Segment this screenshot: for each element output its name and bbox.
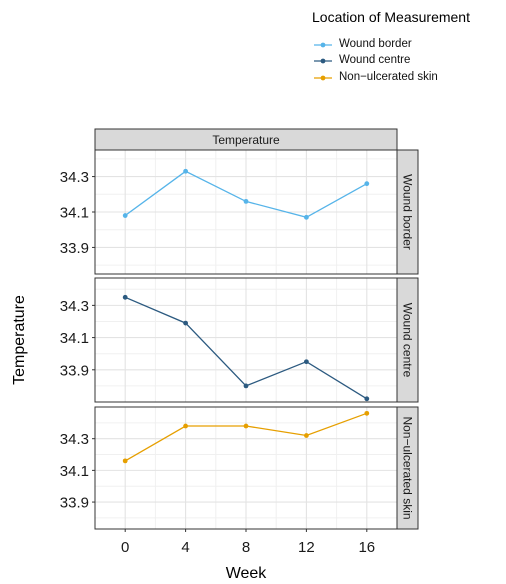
legend-swatch-non-ulcerated-skin <box>314 75 332 81</box>
legend-swatch-wound-border <box>314 42 332 48</box>
facet-strip-label-wound-centre: Wound centre <box>401 303 415 378</box>
legend-label-wound-centre: Wound centre <box>339 54 411 66</box>
data-point-wound-centre <box>364 396 370 402</box>
data-point-wound-border <box>364 181 370 187</box>
data-point-wound-centre <box>243 383 249 389</box>
y-tick-label: 34.1 <box>60 205 89 222</box>
facet-strip-wound-centre <box>396 277 419 403</box>
y-tick-label: 34.3 <box>60 169 89 186</box>
facet-strip-non-ulcerated-skin <box>396 406 419 530</box>
facet-strip-label-wound-border: Wound border <box>401 174 415 250</box>
y-tick-label: 33.9 <box>60 362 89 379</box>
y-tick-label: 33.9 <box>60 495 89 512</box>
legend-label-non-ulcerated-skin: Non−ulcerated skin <box>339 71 438 83</box>
data-point-wound-border <box>243 198 249 204</box>
data-point-non-ulcerated-skin <box>243 423 249 429</box>
x-tick-label: 4 <box>181 539 189 556</box>
data-point-non-ulcerated-skin <box>122 458 128 464</box>
y-tick-label: 34.1 <box>60 330 89 347</box>
data-point-wound-centre <box>183 320 189 326</box>
x-tick-label: 8 <box>242 539 250 556</box>
y-tick-label: 34.1 <box>60 463 89 480</box>
y-tick-label: 34.3 <box>60 298 89 315</box>
x-tick-label: 12 <box>298 539 315 556</box>
data-point-wound-border <box>304 214 309 220</box>
x-tick-label: 16 <box>358 539 375 556</box>
data-point-wound-centre <box>304 359 309 365</box>
data-point-wound-border <box>122 213 128 218</box>
x-tick-label: 0 <box>121 539 129 556</box>
facet-title: Temperature <box>212 133 280 147</box>
legend-label-wound-border: Wound border <box>339 38 412 50</box>
facet-strip-wound-border <box>396 149 419 275</box>
y-tick-label: 33.9 <box>60 240 89 257</box>
data-point-non-ulcerated-skin <box>364 410 370 416</box>
data-point-non-ulcerated-skin <box>183 423 189 429</box>
y-axis-title: Temperature <box>11 295 28 385</box>
facet-strip-label-non-ulcerated-skin: Non−ulcerated skin <box>401 416 415 519</box>
data-point-wound-centre <box>122 294 128 300</box>
legend-swatch-wound-centre <box>314 58 332 64</box>
y-tick-label: 34.3 <box>60 431 89 448</box>
legend-title: Location of Measurement <box>312 9 470 25</box>
data-point-wound-border <box>183 168 189 174</box>
x-axis-title: Week <box>226 565 268 582</box>
data-point-non-ulcerated-skin <box>304 433 309 438</box>
